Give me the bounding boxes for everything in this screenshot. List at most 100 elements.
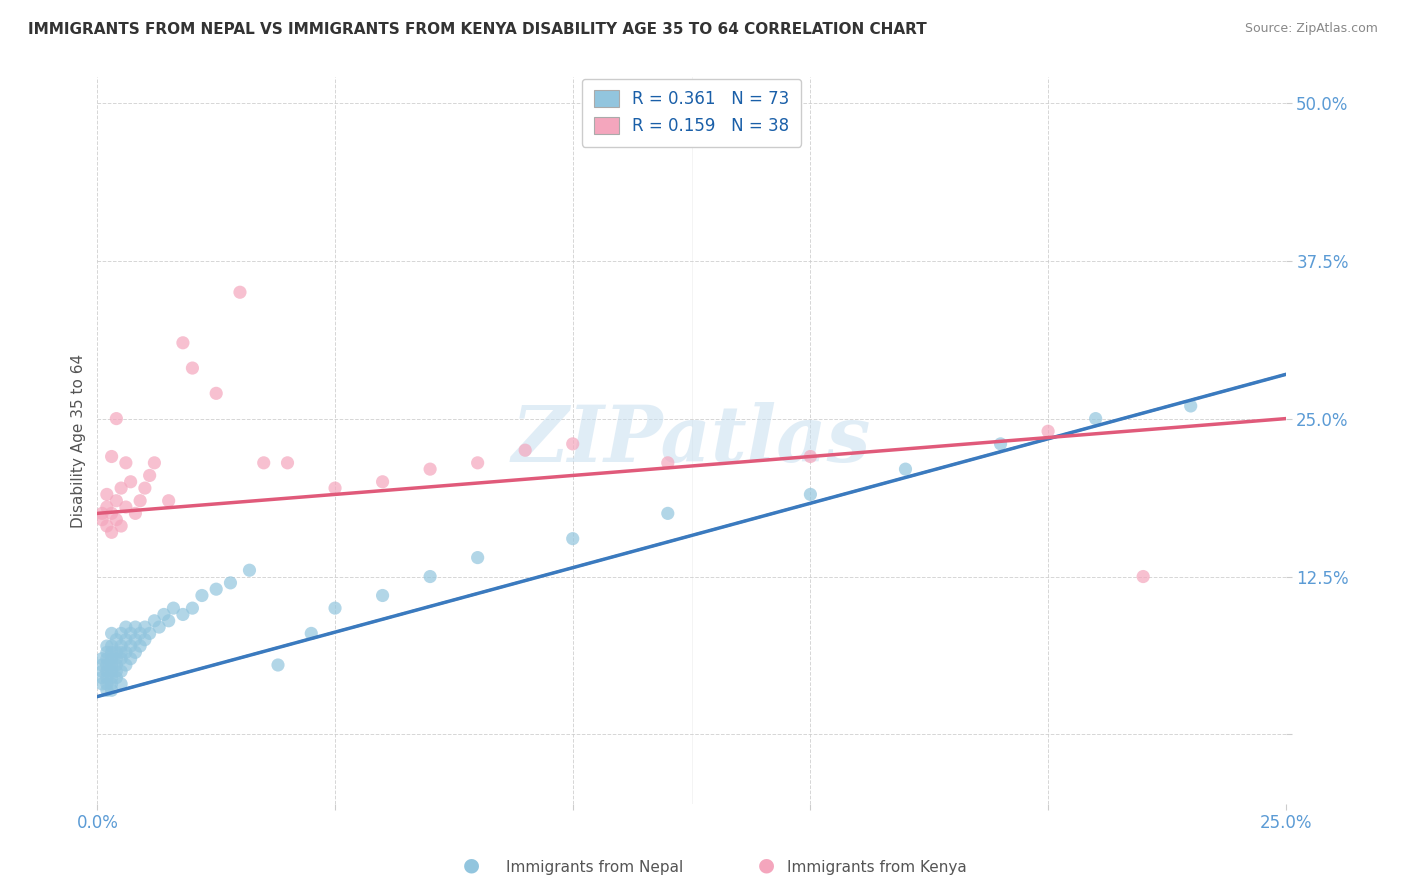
- Point: [134, 481, 156, 495]
- Point: [100, 658, 122, 673]
- Point: [105, 671, 128, 685]
- Point: [894, 462, 917, 476]
- Point: [100, 683, 122, 698]
- Point: [100, 525, 122, 540]
- Point: [657, 507, 679, 521]
- Point: [124, 507, 146, 521]
- Point: [371, 475, 394, 489]
- Point: [105, 411, 128, 425]
- Point: [1180, 399, 1202, 413]
- Point: [1132, 569, 1154, 583]
- Point: [91, 677, 114, 691]
- Point: [115, 658, 138, 673]
- Point: [96, 671, 118, 685]
- Point: [91, 507, 114, 521]
- Text: ZIPatlas: ZIPatlas: [512, 402, 872, 479]
- Point: [138, 468, 160, 483]
- Point: [105, 658, 128, 673]
- Point: [124, 645, 146, 659]
- Point: [229, 285, 252, 300]
- Point: [91, 651, 114, 665]
- Point: [134, 620, 156, 634]
- Point: [100, 645, 122, 659]
- Point: [91, 658, 114, 673]
- Point: [96, 683, 118, 698]
- Point: [96, 500, 118, 514]
- Point: [96, 645, 118, 659]
- Point: [115, 645, 138, 659]
- Point: [105, 651, 128, 665]
- Point: [105, 665, 128, 679]
- Point: [100, 665, 122, 679]
- Point: [100, 507, 122, 521]
- Point: [105, 645, 128, 659]
- Point: [96, 665, 118, 679]
- Point: [172, 607, 194, 622]
- Point: [96, 639, 118, 653]
- Point: [120, 651, 142, 665]
- Legend: R = 0.361   N = 73, R = 0.159   N = 38: R = 0.361 N = 73, R = 0.159 N = 38: [582, 78, 801, 146]
- Point: [267, 658, 290, 673]
- Point: [467, 550, 489, 565]
- Point: [96, 487, 118, 501]
- Text: ●: ●: [758, 855, 775, 874]
- Point: [96, 658, 118, 673]
- Point: [100, 677, 122, 691]
- Point: [162, 601, 184, 615]
- Point: [205, 386, 228, 401]
- Point: [115, 632, 138, 647]
- Point: [105, 513, 128, 527]
- Point: [124, 620, 146, 634]
- Point: [657, 456, 679, 470]
- Point: [238, 563, 260, 577]
- Point: [115, 456, 138, 470]
- Point: [91, 665, 114, 679]
- Point: [110, 639, 132, 653]
- Point: [115, 620, 138, 634]
- Point: [138, 626, 160, 640]
- Point: [181, 601, 204, 615]
- Point: [148, 620, 170, 634]
- Point: [515, 443, 537, 458]
- Point: [990, 437, 1012, 451]
- Point: [129, 493, 152, 508]
- Point: [105, 632, 128, 647]
- Point: [276, 456, 298, 470]
- Point: [110, 481, 132, 495]
- Point: [96, 651, 118, 665]
- Point: [110, 645, 132, 659]
- Point: [124, 632, 146, 647]
- Point: [419, 569, 441, 583]
- Point: [419, 462, 441, 476]
- Point: [129, 639, 152, 653]
- Point: [323, 481, 346, 495]
- Text: Source: ZipAtlas.com: Source: ZipAtlas.com: [1244, 22, 1378, 36]
- Text: Immigrants from Nepal: Immigrants from Nepal: [506, 861, 683, 875]
- Point: [253, 456, 276, 470]
- Point: [110, 677, 132, 691]
- Text: Immigrants from Kenya: Immigrants from Kenya: [787, 861, 967, 875]
- Point: [371, 589, 394, 603]
- Point: [172, 335, 194, 350]
- Point: [120, 639, 142, 653]
- Point: [100, 639, 122, 653]
- Point: [134, 632, 156, 647]
- Point: [1084, 411, 1107, 425]
- Point: [100, 671, 122, 685]
- Point: [191, 589, 214, 603]
- Point: [110, 519, 132, 533]
- Point: [219, 575, 242, 590]
- Point: [467, 456, 489, 470]
- Point: [143, 456, 166, 470]
- Point: [799, 450, 821, 464]
- Point: [100, 626, 122, 640]
- Point: [91, 671, 114, 685]
- Point: [120, 475, 142, 489]
- Point: [143, 614, 166, 628]
- Point: [91, 513, 114, 527]
- Point: [561, 532, 583, 546]
- Point: [205, 582, 228, 597]
- Point: [299, 626, 322, 640]
- Point: [100, 450, 122, 464]
- Y-axis label: Disability Age 35 to 64: Disability Age 35 to 64: [72, 353, 86, 528]
